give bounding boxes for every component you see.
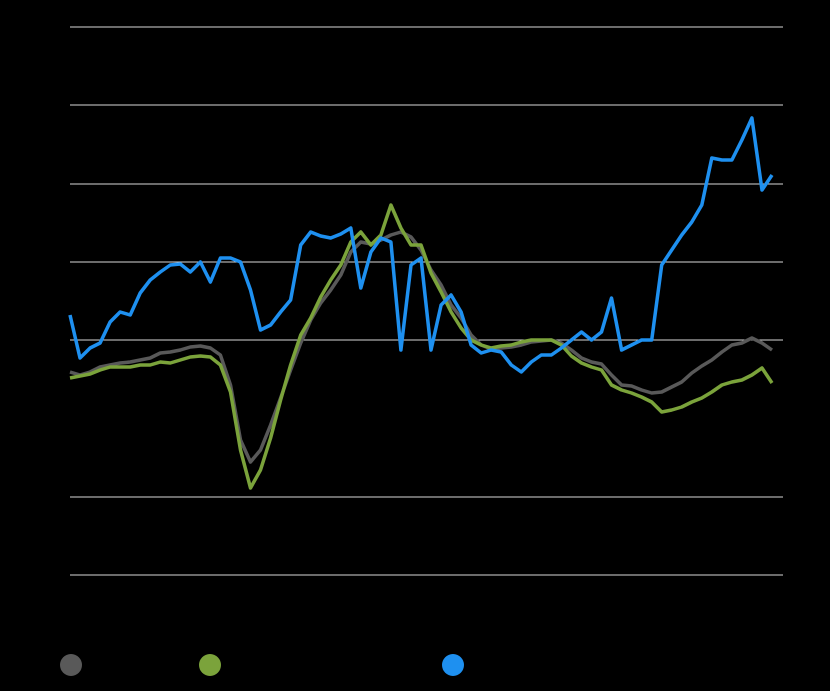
legend-marker [199,654,221,676]
series-line [69,203,774,490]
series-line [68,116,774,374]
legend-marker [442,654,464,676]
legend-marker [60,654,82,676]
